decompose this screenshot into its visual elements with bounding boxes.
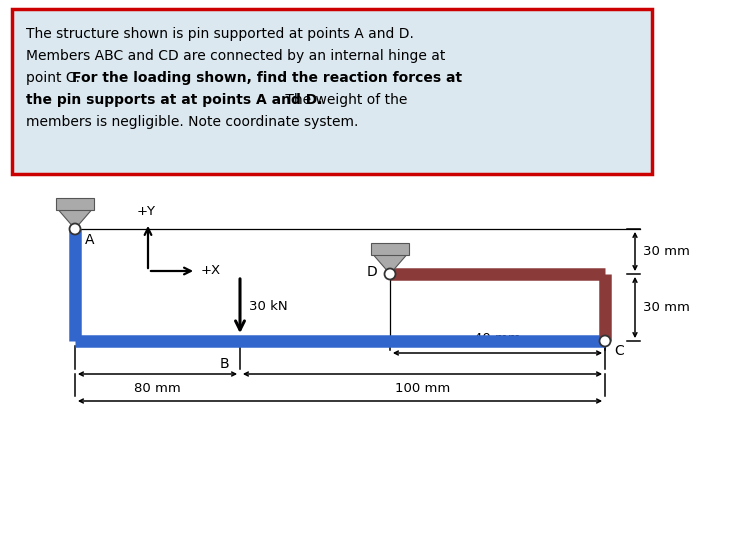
Circle shape (70, 224, 81, 234)
Text: the pin supports at at points A and D.: the pin supports at at points A and D. (26, 93, 322, 107)
Bar (12, 9, 652, 174)
Text: +Y: +Y (137, 205, 156, 218)
Bar (57, 198, 94, 210)
Text: The structure shown is pin supported at points A and D.: The structure shown is pin supported at … (26, 27, 414, 41)
Text: C: C (614, 344, 624, 358)
Text: D: D (366, 265, 377, 279)
Text: 30 mm: 30 mm (643, 245, 690, 258)
Text: +X: +X (201, 263, 221, 277)
Text: For the loading shown, find the reaction forces at: For the loading shown, find the reaction… (72, 71, 462, 85)
Circle shape (600, 335, 611, 347)
Circle shape (385, 268, 396, 280)
Text: point C.: point C. (26, 71, 84, 85)
Text: A: A (85, 233, 95, 247)
Text: 30 mm: 30 mm (643, 301, 690, 314)
Text: Members ABC and CD are connected by an internal hinge at: Members ABC and CD are connected by an i… (26, 49, 446, 63)
Text: 100 mm: 100 mm (395, 382, 450, 395)
Text: The weight of the: The weight of the (281, 93, 407, 107)
Polygon shape (58, 210, 92, 229)
Polygon shape (373, 254, 407, 274)
Bar (371, 244, 409, 254)
Text: 30 kN: 30 kN (249, 300, 288, 312)
Text: members is negligible. Note coordinate system.: members is negligible. Note coordinate s… (26, 115, 358, 129)
Text: 80 mm: 80 mm (134, 382, 181, 395)
Text: B: B (220, 357, 230, 371)
Text: 40 mm: 40 mm (474, 332, 521, 345)
